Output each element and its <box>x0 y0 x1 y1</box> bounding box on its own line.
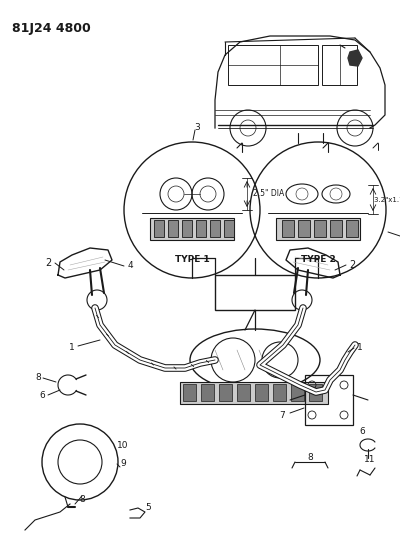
Text: 8: 8 <box>307 454 313 463</box>
Bar <box>346 220 358 237</box>
Text: 6: 6 <box>39 391 45 400</box>
Bar <box>314 220 326 237</box>
Bar <box>168 220 178 237</box>
Bar <box>215 275 295 310</box>
Bar <box>255 384 268 401</box>
Text: 7: 7 <box>279 410 285 419</box>
Text: 2: 2 <box>45 258 51 268</box>
Bar <box>150 218 234 240</box>
Text: 1: 1 <box>357 343 363 352</box>
Bar <box>273 384 286 401</box>
Text: 11: 11 <box>364 456 376 464</box>
Text: 6: 6 <box>359 427 365 437</box>
Text: 4: 4 <box>127 261 133 270</box>
Text: 3.2"x1.7" (OVAL): 3.2"x1.7" (OVAL) <box>374 196 400 203</box>
Bar <box>305 375 353 425</box>
Text: 3: 3 <box>194 123 200 132</box>
Text: 1: 1 <box>69 343 75 352</box>
Text: 81J24 4800: 81J24 4800 <box>12 22 91 35</box>
Bar <box>298 220 310 237</box>
Bar <box>330 220 342 237</box>
Text: 2.5" DIA: 2.5" DIA <box>253 190 285 198</box>
Bar <box>201 384 214 401</box>
Text: TYPE 2: TYPE 2 <box>301 255 335 264</box>
Text: 10: 10 <box>117 440 129 449</box>
Text: 2: 2 <box>349 260 355 270</box>
Bar <box>196 220 206 237</box>
Polygon shape <box>348 50 362 66</box>
Bar <box>183 384 196 401</box>
Text: 9: 9 <box>120 458 126 467</box>
Bar <box>182 220 192 237</box>
Bar <box>224 220 234 237</box>
Bar <box>180 382 328 404</box>
Bar <box>276 218 360 240</box>
Bar <box>219 384 232 401</box>
Bar <box>210 220 220 237</box>
Bar <box>228 45 318 85</box>
Bar <box>237 384 250 401</box>
Bar <box>154 220 164 237</box>
Text: 8: 8 <box>79 496 85 505</box>
Text: 5: 5 <box>145 504 151 513</box>
Bar <box>309 384 322 401</box>
Bar <box>322 45 357 85</box>
Text: TYPE 1: TYPE 1 <box>175 255 209 264</box>
Text: 8: 8 <box>35 374 41 383</box>
Bar <box>291 384 304 401</box>
Bar <box>282 220 294 237</box>
